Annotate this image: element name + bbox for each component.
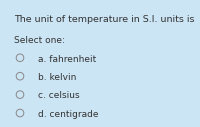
Ellipse shape (16, 54, 24, 62)
Ellipse shape (16, 109, 24, 117)
Text: c. celsius: c. celsius (38, 91, 80, 100)
Text: d. centigrade: d. centigrade (38, 110, 98, 119)
Text: Select one:: Select one: (14, 36, 65, 45)
Text: a. fahrenheit: a. fahrenheit (38, 55, 96, 64)
Ellipse shape (16, 72, 24, 80)
Ellipse shape (16, 91, 24, 98)
Text: The unit of temperature in S.I. units is: The unit of temperature in S.I. units is (14, 15, 194, 24)
Text: b. kelvin: b. kelvin (38, 73, 76, 82)
